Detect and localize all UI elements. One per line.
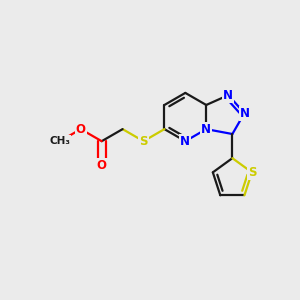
Text: O: O — [97, 159, 107, 172]
Text: N: N — [180, 135, 190, 148]
Text: CH₃: CH₃ — [50, 136, 70, 146]
Text: O: O — [76, 123, 86, 136]
Text: S: S — [248, 166, 256, 179]
Text: N: N — [223, 89, 233, 102]
Text: S: S — [139, 135, 148, 148]
Text: N: N — [201, 123, 211, 136]
Text: N: N — [239, 106, 249, 120]
